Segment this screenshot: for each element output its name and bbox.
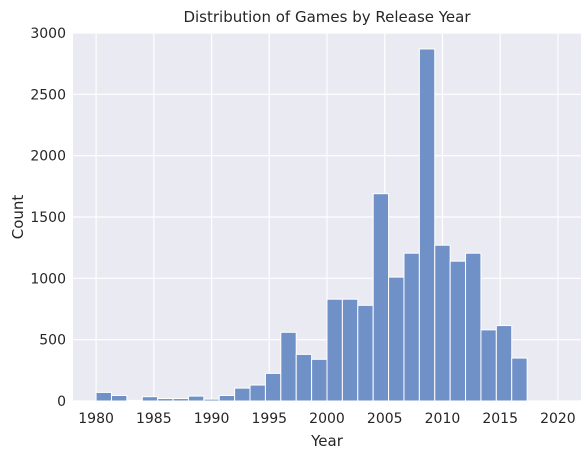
x-tick-label: 2000 xyxy=(309,411,345,427)
x-tick-label: 1995 xyxy=(251,411,287,427)
histogram-bar xyxy=(358,305,373,401)
histogram-bar xyxy=(173,399,188,401)
histogram-bar xyxy=(450,261,465,401)
histogram-bar xyxy=(481,330,496,401)
y-tick-label: 500 xyxy=(39,333,66,349)
histogram-bar xyxy=(404,253,419,401)
histogram-bar xyxy=(235,388,250,401)
x-tick-label: 2015 xyxy=(482,411,518,427)
histogram-bar xyxy=(496,326,511,401)
histogram-bar xyxy=(327,299,342,401)
histogram-bar xyxy=(342,299,357,401)
histogram-bar xyxy=(312,359,327,401)
y-tick-label: 3000 xyxy=(30,26,66,42)
y-tick-label: 1500 xyxy=(30,210,66,226)
histogram-bar xyxy=(373,194,388,401)
histogram-bar xyxy=(512,358,527,401)
chart-title: Distribution of Games by Release Year xyxy=(183,8,471,26)
histogram-bar xyxy=(296,354,311,401)
histogram-bar xyxy=(158,399,173,401)
x-tick-label: 1980 xyxy=(78,411,114,427)
y-tick-label: 2000 xyxy=(30,149,66,165)
histogram-bar xyxy=(188,396,203,401)
histogram-bar xyxy=(389,277,404,401)
histogram-bar xyxy=(281,332,296,401)
x-tick-label: 2020 xyxy=(540,411,576,427)
histogram-bar xyxy=(419,49,434,401)
histogram-bar xyxy=(219,395,234,401)
y-tick-label: 2500 xyxy=(30,87,66,103)
x-tick-label: 1990 xyxy=(194,411,230,427)
x-tick-label: 2010 xyxy=(425,411,461,427)
x-tick-label: 2005 xyxy=(367,411,403,427)
y-tick-labels: 0 500 1000 1500 2000 2500 3000 xyxy=(30,26,66,410)
x-tick-labels: 1980 1985 1990 1995 2000 2005 2010 2015 2020 xyxy=(78,411,575,427)
histogram-bar xyxy=(265,373,280,401)
histogram-bar xyxy=(250,385,265,401)
histogram-bar xyxy=(96,392,111,401)
histogram-bar xyxy=(204,399,219,401)
histogram-bar xyxy=(435,245,450,401)
histogram-bar xyxy=(111,395,126,401)
y-tick-label: 1000 xyxy=(30,271,66,287)
x-axis-label: Year xyxy=(310,432,344,450)
histogram-bar xyxy=(127,400,142,401)
histogram-bar xyxy=(466,253,481,401)
y-axis-label: Count xyxy=(9,195,27,240)
y-tick-label: 0 xyxy=(57,394,66,410)
x-tick-label: 1985 xyxy=(136,411,172,427)
histogram-bar xyxy=(142,397,157,401)
